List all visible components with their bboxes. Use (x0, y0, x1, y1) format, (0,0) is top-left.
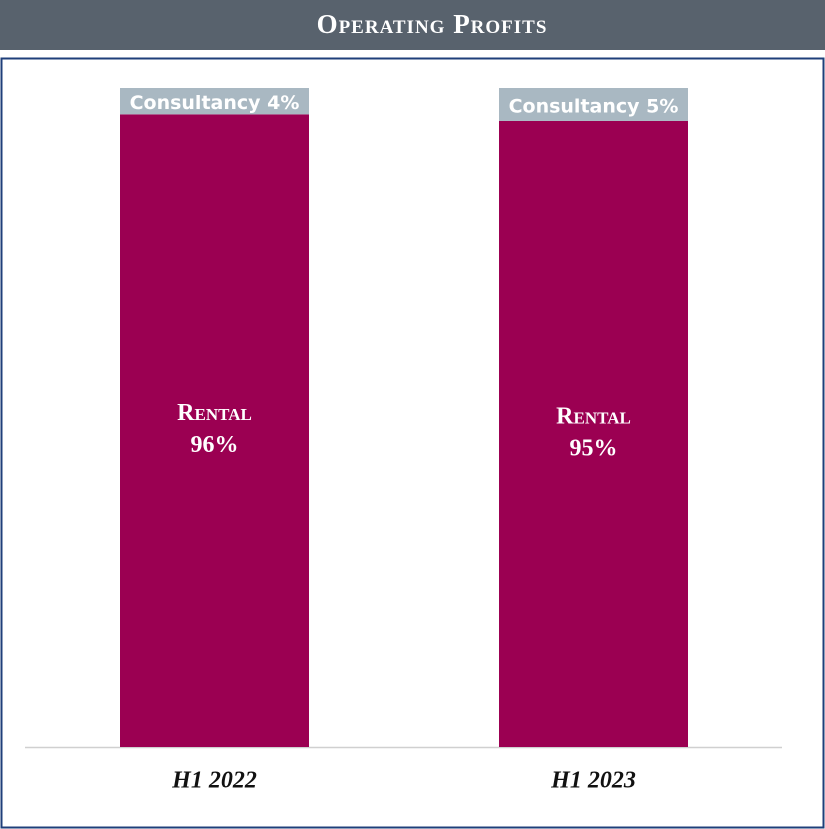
data-label-group: Consultancy 5% (509, 95, 679, 117)
bar-segment (120, 114, 309, 748)
bar-segment (499, 88, 688, 121)
bar-segment (120, 88, 309, 115)
chart-frame (0, 57, 825, 829)
bar-segment (499, 120, 688, 747)
x-tick-label: H1 2023 (550, 768, 636, 794)
data-label: 95% (570, 435, 618, 461)
segment-name: Consultancy (509, 95, 641, 117)
segment-name: Rental (177, 400, 252, 426)
chart-title: Operating Profits (317, 9, 548, 39)
title-bar (0, 0, 825, 50)
x-tick-label: H1 2022 (171, 768, 257, 794)
data-label: 5% (646, 95, 678, 117)
data-label: 96% (191, 432, 239, 458)
segment-name: Consultancy (130, 92, 262, 114)
data-label: 4% (267, 92, 299, 114)
segment-name: Rental (556, 403, 631, 429)
data-label-group: Consultancy 4% (130, 92, 300, 114)
